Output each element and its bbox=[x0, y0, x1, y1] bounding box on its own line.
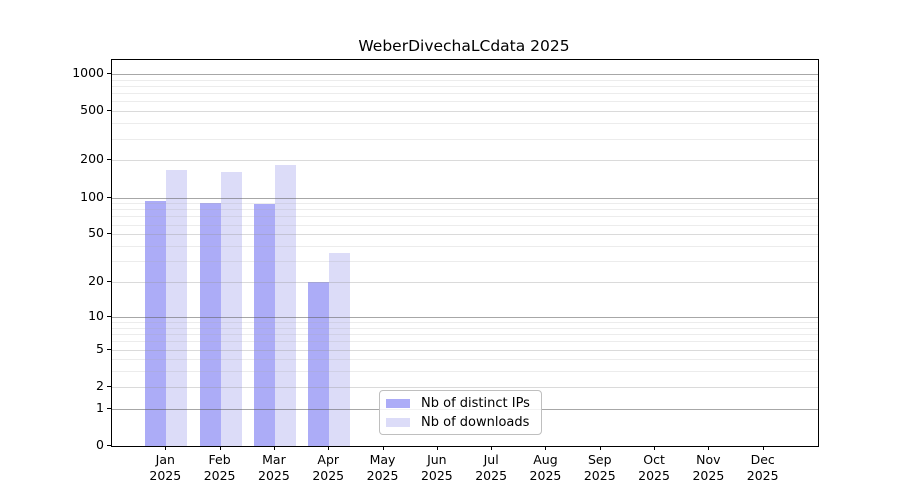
x-tick-label-oct: Oct 2025 bbox=[638, 452, 670, 483]
gridline-y-70 bbox=[112, 216, 818, 218]
legend-item-downloads: Nb of downloads bbox=[386, 415, 535, 430]
x-tick-label-jan: Jan 2025 bbox=[149, 452, 182, 483]
x-tick-label-aug: Aug 2025 bbox=[529, 452, 562, 483]
bar-downloads-feb bbox=[220, 171, 242, 446]
gridline-y-700 bbox=[112, 93, 818, 95]
x-tick-label-feb: Feb 2025 bbox=[203, 452, 236, 483]
y-tick-label-500: 500 bbox=[80, 102, 104, 118]
x-tick-mark-jul bbox=[491, 446, 493, 450]
x-tick-label-mar: Mar 2025 bbox=[258, 452, 290, 483]
gridline-y-6 bbox=[112, 341, 818, 343]
x-tick-label-may: May 2025 bbox=[366, 452, 399, 483]
y-tick-label-2: 2 bbox=[96, 377, 104, 393]
bar-distinct-ips-feb bbox=[199, 202, 221, 446]
y-tick-label-200: 200 bbox=[80, 151, 104, 167]
y-tick-mark-50 bbox=[107, 233, 111, 235]
gridline-y-30 bbox=[112, 261, 818, 263]
plot-area: Nb of distinct IPs Nb of downloads bbox=[111, 59, 819, 447]
x-tick-mark-oct bbox=[654, 446, 656, 450]
gridline-y-4 bbox=[112, 359, 818, 361]
gridline-y-500 bbox=[112, 111, 818, 113]
gridline-y-50 bbox=[112, 234, 818, 236]
gridline-y-2 bbox=[112, 386, 818, 388]
x-tick-mark-sep bbox=[599, 446, 601, 450]
legend-swatch-downloads bbox=[386, 417, 410, 427]
x-tick-mark-nov bbox=[708, 446, 710, 450]
bar-downloads-mar bbox=[274, 164, 296, 446]
gridline-y-10 bbox=[112, 316, 818, 318]
y-tick-mark-5 bbox=[107, 348, 111, 350]
legend-label-downloads: Nb of downloads bbox=[421, 414, 530, 430]
y-tick-mark-2 bbox=[107, 385, 111, 387]
gridline-y-90 bbox=[112, 203, 818, 205]
gridline-y-60 bbox=[112, 224, 818, 226]
gridline-y-7 bbox=[112, 334, 818, 336]
x-tick-label-jun: Jun 2025 bbox=[420, 452, 453, 483]
gridline-y-9 bbox=[112, 322, 818, 324]
y-tick-mark-1 bbox=[107, 407, 111, 409]
y-tick-label-100: 100 bbox=[80, 188, 104, 204]
y-tick-label-20: 20 bbox=[88, 273, 104, 289]
bar-downloads-apr bbox=[329, 253, 351, 446]
x-tick-label-sep: Sep 2025 bbox=[583, 452, 616, 483]
legend-item-distinct-ips: Nb of distinct IPs bbox=[386, 396, 535, 411]
gridline-y-3 bbox=[112, 371, 818, 373]
gridline-y-1000 bbox=[112, 74, 818, 75]
gridline-y-8 bbox=[112, 327, 818, 329]
gridline-y-800 bbox=[112, 86, 818, 87]
x-tick-label-dec: Dec 2025 bbox=[746, 452, 779, 483]
bar-distinct-ips-apr bbox=[308, 282, 330, 446]
gridline-y-200 bbox=[112, 160, 818, 162]
y-tick-label-0: 0 bbox=[96, 437, 104, 452]
y-tick-label-1: 1 bbox=[96, 399, 104, 415]
y-tick-label-50: 50 bbox=[88, 225, 104, 241]
x-tick-mark-mar bbox=[273, 446, 275, 450]
legend: Nb of distinct IPs Nb of downloads bbox=[379, 390, 542, 435]
x-tick-mark-may bbox=[382, 446, 384, 450]
gridline-y-900 bbox=[112, 79, 818, 81]
chart-title: WeberDivechaLCdata 2025 bbox=[358, 37, 570, 55]
y-tick-mark-500 bbox=[107, 110, 111, 112]
x-tick-mark-jan bbox=[165, 446, 167, 450]
bar-distinct-ips-mar bbox=[253, 204, 275, 446]
gridline-y-5 bbox=[112, 349, 818, 351]
y-tick-label-10: 10 bbox=[88, 307, 104, 323]
legend-label-distinct-ips: Nb of distinct IPs bbox=[421, 395, 530, 411]
y-tick-label-1000: 1000 bbox=[72, 65, 104, 80]
x-tick-mark-dec bbox=[762, 446, 764, 450]
y-tick-mark-100 bbox=[107, 196, 111, 198]
bar-distinct-ips-jan bbox=[145, 200, 167, 446]
x-tick-mark-aug bbox=[545, 446, 547, 450]
y-tick-mark-0 bbox=[107, 445, 111, 446]
gridline-y-300 bbox=[112, 138, 818, 140]
gridline-y-100 bbox=[112, 197, 818, 199]
x-tick-label-apr: Apr 2025 bbox=[312, 452, 345, 483]
x-tick-label-jul: Jul 2025 bbox=[475, 452, 508, 483]
x-tick-mark-feb bbox=[219, 446, 221, 450]
legend-swatch-distinct-ips bbox=[386, 398, 410, 408]
gridline-y-600 bbox=[112, 101, 818, 103]
gridline-y-80 bbox=[112, 209, 818, 211]
x-tick-label-nov: Nov 2025 bbox=[692, 452, 725, 483]
y-tick-mark-200 bbox=[107, 159, 111, 161]
gridline-y-40 bbox=[112, 246, 818, 248]
x-tick-mark-apr bbox=[328, 446, 330, 450]
y-tick-mark-10 bbox=[107, 315, 111, 317]
bar-downloads-jan bbox=[166, 170, 188, 446]
y-tick-mark-20 bbox=[107, 281, 111, 283]
gridline-y-20 bbox=[112, 282, 818, 284]
y-tick-mark-1000 bbox=[107, 73, 111, 74]
x-tick-mark-jun bbox=[436, 446, 438, 450]
y-tick-label-5: 5 bbox=[96, 340, 104, 356]
gridline-y-400 bbox=[112, 123, 818, 125]
